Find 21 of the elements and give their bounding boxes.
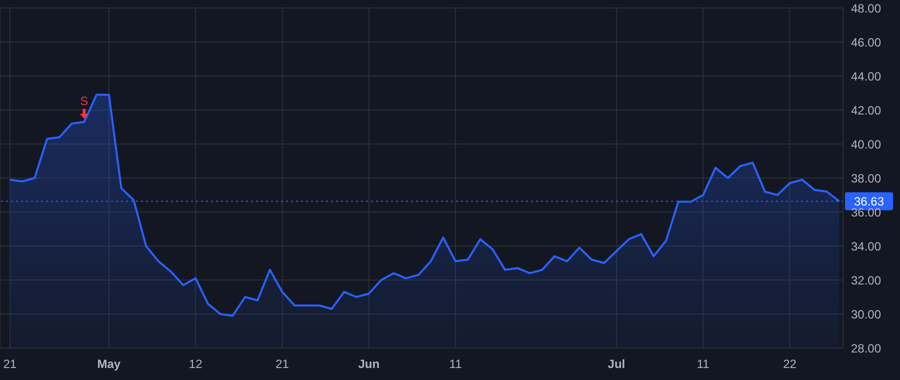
x-tick-label: 12: [188, 357, 203, 371]
x-tick-label: Jul: [608, 357, 626, 371]
y-tick-label: 28.00: [851, 341, 882, 356]
y-tick-label: 42.00: [851, 103, 882, 118]
y-tick-label: 34.00: [851, 239, 882, 254]
x-tick-label: 22: [783, 357, 797, 371]
y-tick-label: 32.00: [851, 273, 882, 288]
annotation: S: [80, 94, 88, 108]
x-tick-label: 11: [696, 357, 710, 371]
x-tick-label: 11: [449, 357, 462, 371]
x-tick-label: May: [97, 357, 121, 371]
y-tick-label: 48.00: [851, 1, 882, 16]
x-tick-label: 21: [3, 357, 17, 371]
y-tick-label: 38.00: [851, 171, 882, 186]
x-tick-label: Jun: [358, 357, 380, 371]
x-tick-label: 21: [276, 357, 290, 371]
y-tick-label: 44.00: [851, 69, 882, 84]
y-tick-label: 46.00: [851, 35, 882, 50]
ref-line-label: 36.63: [854, 194, 884, 208]
y-tick-label: 30.00: [851, 307, 882, 322]
y-tick-label: 40.00: [851, 137, 882, 152]
